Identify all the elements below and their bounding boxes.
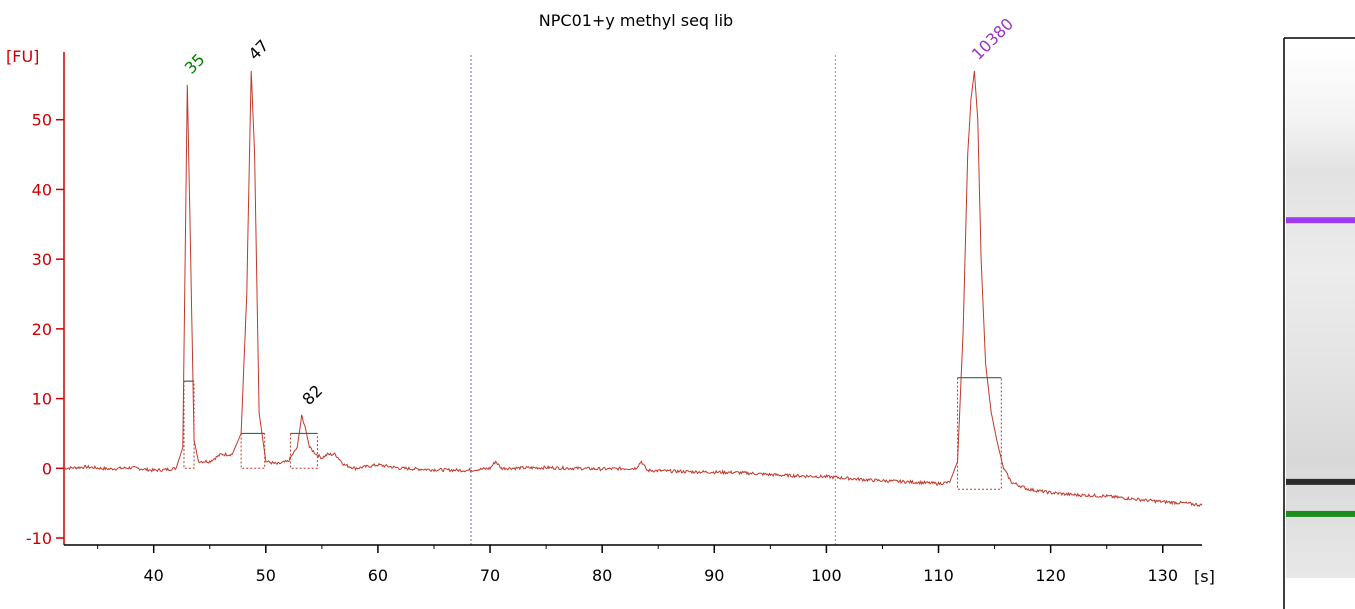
gel-band-sample	[1286, 478, 1355, 485]
x-tick-label: 90	[704, 566, 724, 585]
integration-region-0	[183, 381, 195, 469]
y-axis-label: [FU]	[6, 47, 39, 66]
trace-line	[63, 70, 1203, 508]
x-tick-label: 50	[256, 566, 276, 585]
integration-region-2	[289, 433, 318, 469]
chart-title: NPC01+y methyl seq lib	[539, 11, 733, 30]
y-tick-label: 10	[32, 390, 52, 409]
x-tick-label: 130	[1147, 566, 1178, 585]
gel-band-upper_marker	[1286, 217, 1355, 224]
x-tick-label: 60	[368, 566, 388, 585]
x-tick-label: 110	[923, 566, 954, 585]
x-tick-label: 40	[144, 566, 164, 585]
gel-band-lower_marker	[1286, 510, 1355, 517]
y-tick-label: 50	[32, 111, 52, 130]
peak-label-82: 82	[298, 381, 326, 409]
x-axis-label: [s]	[1194, 567, 1215, 586]
gel-lane	[1286, 44, 1355, 578]
y-tick-label: 0	[42, 459, 52, 478]
y-tick-label: -10	[26, 529, 52, 548]
x-tick-label: 80	[592, 566, 612, 585]
peak-label-35: 35	[181, 50, 209, 78]
x-tick-label: 70	[480, 566, 500, 585]
x-tick-label: 100	[811, 566, 842, 585]
integration-region-1	[240, 433, 266, 469]
peak-label-10380: 10380	[968, 14, 1017, 63]
x-tick-label: 120	[1035, 566, 1066, 585]
y-tick-label: 20	[32, 320, 52, 339]
y-tick-label: 30	[32, 250, 52, 269]
integration-region-3	[957, 377, 1002, 490]
plot-area: -10 0 10 20 30 40 50 40 50 60 70 80 90 100 110 120 130 35…	[26, 14, 1203, 585]
peak-label-47: 47	[245, 36, 273, 64]
y-tick-label: 40	[32, 180, 52, 199]
gel-image	[1283, 37, 1355, 609]
